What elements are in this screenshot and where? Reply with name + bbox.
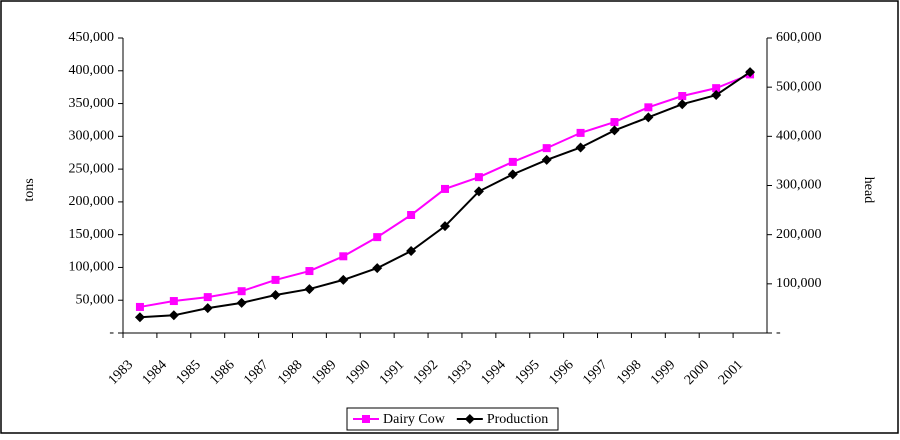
y-tick-label: 50,000 [76,292,115,307]
legend: Dairy Cow Production [346,407,559,431]
data-point [168,310,179,321]
y2-tick-label: 500,000 [776,79,822,94]
data-point [507,169,518,180]
y-axis-title: tons [22,178,37,201]
data-point [508,157,517,166]
data-point [473,186,484,197]
legend-label: Dairy Cow [383,412,446,427]
legend-marker [362,415,370,423]
data-point [134,312,145,323]
data-point [169,297,178,306]
data-point [203,293,212,302]
y-tick-label: 450,000 [69,30,115,45]
data-point [745,67,756,78]
data-point [270,289,281,300]
data-point [338,274,349,285]
data-point [236,297,247,308]
data-point [304,284,315,295]
data-point [440,221,450,232]
data-point [609,125,620,136]
data-point [305,267,314,276]
data-point [711,90,722,101]
data-point [372,263,383,274]
legend-marker [464,414,475,424]
data-point [373,233,382,242]
data-point [541,154,552,165]
data-point [712,84,721,93]
legend-label: Production [487,412,548,427]
data-point [474,173,483,182]
y2-tick-label: - [776,325,781,340]
y2-tick-label: 200,000 [776,227,822,242]
y-tick-label: - [109,325,114,340]
y2-tick-label: 600,000 [776,30,822,45]
data-point [677,99,688,110]
data-point [644,103,653,112]
y-tick-label: 150,000 [69,227,115,242]
data-point [575,142,586,153]
data-point [441,184,449,193]
data-point [407,211,416,219]
y-tick-label: 400,000 [69,63,115,78]
data-point [610,118,619,127]
data-point [406,246,417,257]
y-tick-label: 300,000 [69,129,115,144]
data-point [271,275,280,284]
legend-box [346,407,559,431]
data-point [643,112,654,123]
y-tick-label: 250,000 [69,161,115,176]
data-point [339,252,348,261]
data-point [542,144,551,153]
y-tick-label: 200,000 [69,194,115,209]
y-tick-label: 100,000 [69,260,115,275]
data-point [576,128,585,137]
data-point [237,287,246,296]
y2-axis-title: head [861,177,876,203]
y2-tick-label: 300,000 [776,178,822,193]
data-point [678,92,687,101]
y2-tick-label: 400,000 [776,129,822,144]
data-point [202,303,213,314]
y2-tick-label: 100,000 [776,276,822,291]
y-tick-label: 350,000 [69,96,115,111]
data-point [135,302,144,311]
